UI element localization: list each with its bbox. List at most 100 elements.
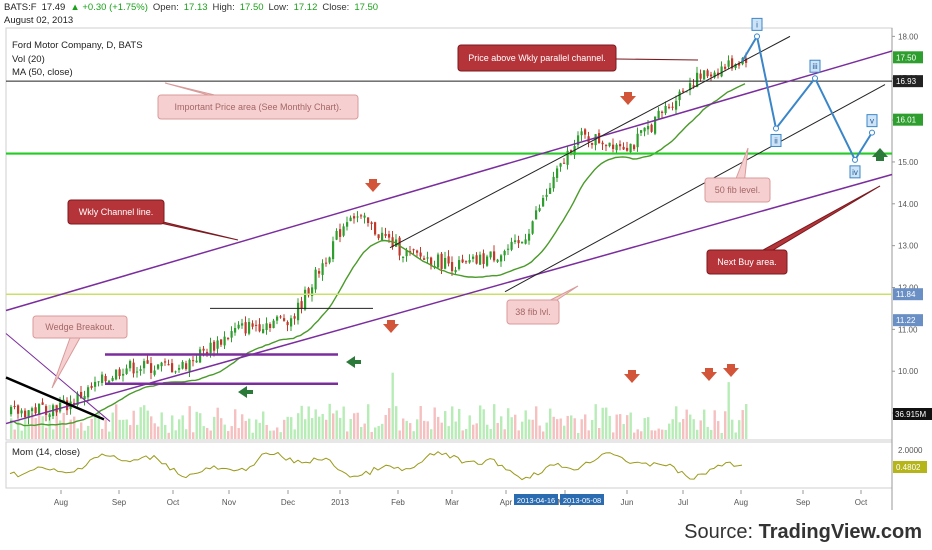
candle-body — [97, 381, 100, 383]
volume-bar — [122, 419, 125, 439]
volume-bar — [328, 403, 331, 439]
volume-bar — [405, 420, 408, 439]
volume-bar — [556, 419, 559, 439]
projection-path — [741, 33, 873, 162]
candle-body — [209, 342, 212, 354]
volume-bar — [419, 405, 422, 439]
x-tick-label: Nov — [222, 498, 236, 507]
x-tick-label: Aug — [734, 498, 748, 507]
volume-bar — [31, 413, 34, 439]
candle-body — [153, 370, 156, 375]
price-label-16.93: 16.93 — [896, 77, 917, 86]
candle-body — [94, 381, 97, 387]
volume-bar — [216, 407, 219, 439]
volume-bar — [601, 407, 604, 439]
volume-bar — [283, 419, 286, 439]
candle-body — [272, 320, 275, 329]
volume-bar — [727, 382, 730, 439]
volume-bar — [409, 423, 412, 439]
left-arrow-1 — [238, 386, 253, 398]
momentum-tick: 2.0000 — [898, 446, 923, 455]
date-label: August 02, 2013 — [4, 15, 74, 26]
callout-text: 38 fib lvl. — [515, 307, 551, 317]
x-tick-label: Mar — [445, 498, 459, 507]
candle-body — [311, 287, 314, 296]
candle-body — [493, 251, 496, 261]
candle-body — [10, 406, 13, 415]
volume-bar — [339, 417, 342, 439]
volume-bar — [132, 410, 135, 439]
volume-bar — [577, 432, 580, 439]
candle-body — [48, 414, 51, 417]
left-arrow-2 — [346, 356, 361, 368]
volume-bar — [276, 427, 279, 439]
volume-bar — [391, 372, 394, 439]
callout-box — [704, 177, 771, 203]
volume-bar — [608, 415, 611, 439]
volume-bar — [48, 404, 51, 439]
candle-body — [643, 127, 646, 132]
candle-body — [472, 256, 475, 259]
candle-body — [248, 321, 251, 334]
candle-body — [489, 251, 492, 258]
volume-bar — [69, 419, 72, 439]
volume-bar — [118, 419, 121, 439]
volume-bar — [199, 413, 202, 439]
down-arrow-5 — [723, 364, 739, 377]
volume-bar — [531, 419, 534, 439]
volume-bar — [185, 429, 188, 439]
volume-bar — [563, 425, 566, 439]
candle-body — [500, 255, 503, 262]
candle-body — [269, 324, 272, 328]
volume-bar — [629, 412, 632, 439]
candle-body — [76, 393, 79, 406]
down-arrow-1 — [620, 92, 636, 105]
y-tick-label: 13.00 — [898, 242, 919, 251]
close-value: 17.50 — [354, 2, 379, 13]
volume-bar — [108, 431, 111, 439]
volume-bar — [437, 416, 440, 439]
wave-label-ii: ii — [774, 136, 778, 145]
x-tick-label: Sep — [796, 498, 811, 507]
volume-bar — [300, 405, 303, 439]
open-value: 17.13 — [183, 2, 208, 13]
volume-bar — [734, 432, 737, 439]
candle-body — [650, 124, 653, 132]
volume-bar — [566, 415, 569, 439]
candle-body — [34, 407, 37, 414]
volume-bar — [447, 426, 450, 439]
candle-body — [101, 374, 104, 383]
up-arrow — [872, 148, 888, 161]
candle-body — [475, 255, 478, 264]
candle-body — [451, 262, 454, 272]
volume-bar — [150, 416, 153, 439]
volume-bar — [279, 432, 282, 439]
source-credit: Source: TradingView.com — [684, 521, 922, 544]
volume-bar — [353, 413, 356, 439]
candle-body — [503, 250, 506, 256]
candle-body — [206, 351, 209, 355]
candle-body — [601, 142, 604, 145]
price-label-16.01: 16.01 — [896, 116, 917, 125]
candle-body — [283, 318, 286, 321]
volume-bar — [493, 404, 496, 439]
candle-body — [409, 251, 412, 253]
candle-body — [517, 240, 520, 244]
volume-bar — [209, 430, 212, 439]
candle-body — [241, 323, 244, 326]
volume-bar — [591, 420, 594, 439]
candle-body — [507, 248, 510, 250]
volume-bar — [622, 424, 625, 439]
y-tick-label: 10.00 — [898, 367, 919, 376]
candle-body — [636, 133, 639, 148]
volume-bar — [654, 430, 657, 439]
parallel-upper — [389, 35, 791, 249]
callout-text: Price above Wkly parallel channel. — [468, 53, 606, 63]
wave-label-iii: iii — [812, 62, 818, 71]
volume-bar — [104, 419, 107, 439]
candle-body — [83, 396, 86, 400]
legend-volume: Vol (20) — [12, 54, 45, 65]
wave-label-box — [751, 17, 763, 31]
candle-body — [559, 163, 562, 167]
